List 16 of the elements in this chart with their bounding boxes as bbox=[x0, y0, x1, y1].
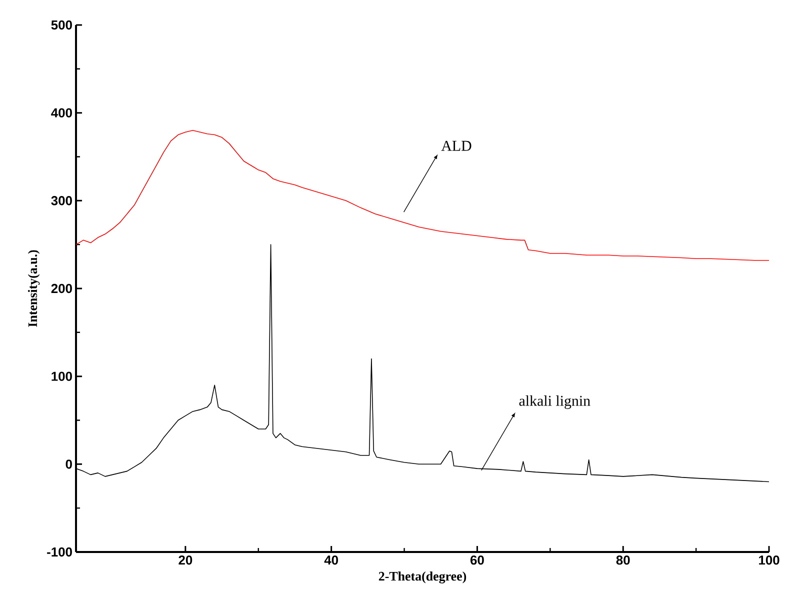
y-axis-title: Intensity(a.u.) bbox=[28, 250, 40, 327]
x-tick-label: 20 bbox=[178, 556, 192, 565]
y-tick-label: 0 bbox=[66, 460, 72, 469]
y-tick-label: 300 bbox=[51, 196, 72, 206]
x-tick-label: 40 bbox=[324, 556, 338, 565]
y-tick-label: 400 bbox=[51, 108, 72, 118]
annotation: ALD bbox=[441, 140, 472, 151]
y-tick-label: -100 bbox=[47, 547, 72, 557]
y-tick-label: 500 bbox=[51, 20, 72, 30]
annotation: alkali lignin bbox=[519, 395, 590, 409]
x-axis-title: 2-Theta(degree) bbox=[378, 572, 466, 584]
x-tick-label: 100 bbox=[759, 556, 780, 565]
x-tick-label: 80 bbox=[616, 556, 630, 565]
y-tick-label: 100 bbox=[52, 372, 72, 381]
y-tick-label: 200 bbox=[51, 284, 72, 294]
x-tick-label: 60 bbox=[470, 556, 484, 565]
